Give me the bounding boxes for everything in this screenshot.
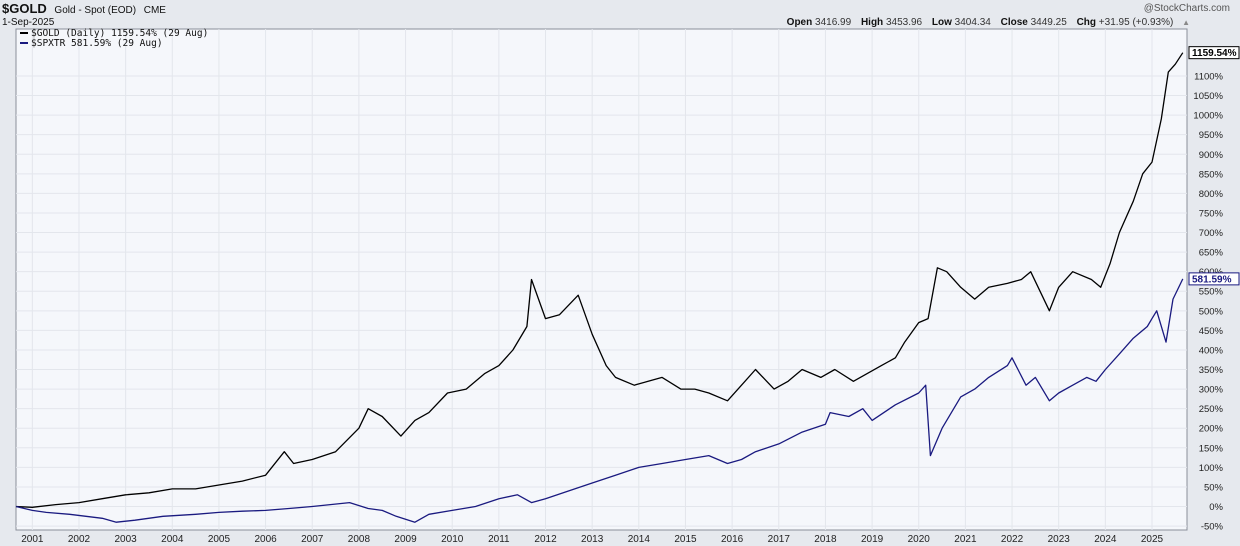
y-tick-label: 1000% bbox=[1193, 111, 1223, 122]
instrument-name: Gold - Spot (EOD) bbox=[54, 5, 137, 16]
x-tick-label: 2013 bbox=[581, 534, 604, 545]
y-tick-label: 150% bbox=[1199, 443, 1224, 454]
y-tick-label: 500% bbox=[1199, 306, 1224, 317]
x-tick-label: 2019 bbox=[861, 534, 884, 545]
chg-label: Chg bbox=[1076, 17, 1097, 28]
spxtr-series-line bbox=[15, 278, 1184, 523]
spxtr-last-value-box bbox=[1188, 272, 1240, 286]
open-label: Open bbox=[786, 17, 813, 28]
quote-bar: Open 3416.99 High 3453.96 Low 3404.34 Cl… bbox=[780, 17, 1190, 28]
x-tick-label: 2007 bbox=[301, 534, 324, 545]
y-tick-label: 1100% bbox=[1194, 71, 1223, 82]
y-tick-label: 800% bbox=[1199, 189, 1224, 200]
exchange: CME bbox=[143, 5, 166, 16]
x-tick-label: 2002 bbox=[68, 534, 91, 545]
high-value: 3453.96 bbox=[885, 17, 923, 28]
x-tick-label: 2005 bbox=[208, 534, 231, 545]
low-label: Low bbox=[931, 17, 952, 28]
y-tick-label: 550% bbox=[1199, 287, 1224, 298]
high-label: High bbox=[860, 17, 884, 28]
y-tick-label: 350% bbox=[1199, 365, 1224, 376]
spxtr-last-value-label: 581.59% bbox=[1192, 274, 1232, 285]
close-value: 3449.25 bbox=[1030, 17, 1067, 28]
y-tick-label: 750% bbox=[1199, 208, 1224, 219]
open-value: 3416.99 bbox=[815, 17, 852, 28]
x-tick-label: 2004 bbox=[161, 534, 184, 545]
legend-entry: $GOLD (Daily) 1159.54% (29 Aug) bbox=[31, 28, 208, 39]
y-tick-label: 900% bbox=[1199, 150, 1224, 161]
close-label: Close bbox=[1000, 17, 1028, 28]
y-tick-label: 200% bbox=[1199, 424, 1224, 435]
plot-area bbox=[15, 28, 1188, 531]
stockcharts-watermark: @StockCharts.com bbox=[1143, 3, 1230, 14]
chart-symbol-header: $GOLD Gold - Spot (EOD) CME bbox=[2, 1, 166, 16]
y-tick-label: 400% bbox=[1199, 345, 1224, 356]
x-tick-label: 2008 bbox=[348, 534, 371, 545]
y-tick-label: 50% bbox=[1204, 482, 1224, 493]
x-tick-label: 2022 bbox=[1001, 534, 1024, 545]
legend-entry: $SPXTR 581.59% (29 Aug) bbox=[31, 38, 163, 49]
low-value: 3404.34 bbox=[954, 17, 991, 28]
x-tick-label: 2018 bbox=[814, 534, 837, 545]
x-tick-label: 2016 bbox=[721, 534, 744, 545]
x-tick-label: 2006 bbox=[254, 534, 277, 545]
x-tick-label: 2011 bbox=[488, 534, 510, 545]
x-tick-label: 2003 bbox=[115, 534, 138, 545]
gold-last-value-label: 1159.54% bbox=[1192, 48, 1237, 59]
y-tick-label: 950% bbox=[1199, 130, 1224, 141]
y-tick-label: 650% bbox=[1199, 248, 1224, 259]
y-tick-label: 450% bbox=[1199, 326, 1224, 337]
chart-date: 1-Sep-2025 bbox=[2, 17, 55, 28]
y-tick-label: 850% bbox=[1199, 169, 1224, 180]
x-tick-label: 2010 bbox=[441, 534, 464, 545]
x-tick-label: 2020 bbox=[908, 534, 931, 545]
x-tick-label: 2017 bbox=[768, 534, 791, 545]
y-tick-label: 100% bbox=[1199, 463, 1224, 474]
x-tick-label: 2021 bbox=[954, 534, 977, 545]
y-tick-label: 700% bbox=[1199, 228, 1224, 239]
chg-value: +31.95 (+0.93%) bbox=[1098, 17, 1174, 28]
x-tick-label: 2009 bbox=[394, 534, 417, 545]
collapse-triangle-icon[interactable]: ▲ bbox=[1182, 18, 1190, 27]
y-tick-label: -50% bbox=[1201, 522, 1224, 533]
gold-series-line bbox=[15, 52, 1184, 508]
y-tick-label: 0% bbox=[1209, 502, 1223, 513]
x-tick-label: 2001 bbox=[21, 534, 44, 545]
y-tick-label: 250% bbox=[1199, 404, 1224, 415]
y-tick-label: 300% bbox=[1199, 385, 1224, 396]
x-tick-label: 2024 bbox=[1094, 534, 1117, 545]
x-tick-label: 2023 bbox=[1048, 534, 1071, 545]
symbol: $GOLD bbox=[2, 1, 47, 16]
x-tick-label: 2025 bbox=[1141, 534, 1164, 545]
x-tick-label: 2015 bbox=[674, 534, 697, 545]
y-tick-label: 1050% bbox=[1193, 91, 1223, 102]
gold-last-value-box bbox=[1188, 46, 1240, 60]
x-tick-label: 2014 bbox=[628, 534, 651, 545]
x-tick-label: 2012 bbox=[534, 534, 557, 545]
